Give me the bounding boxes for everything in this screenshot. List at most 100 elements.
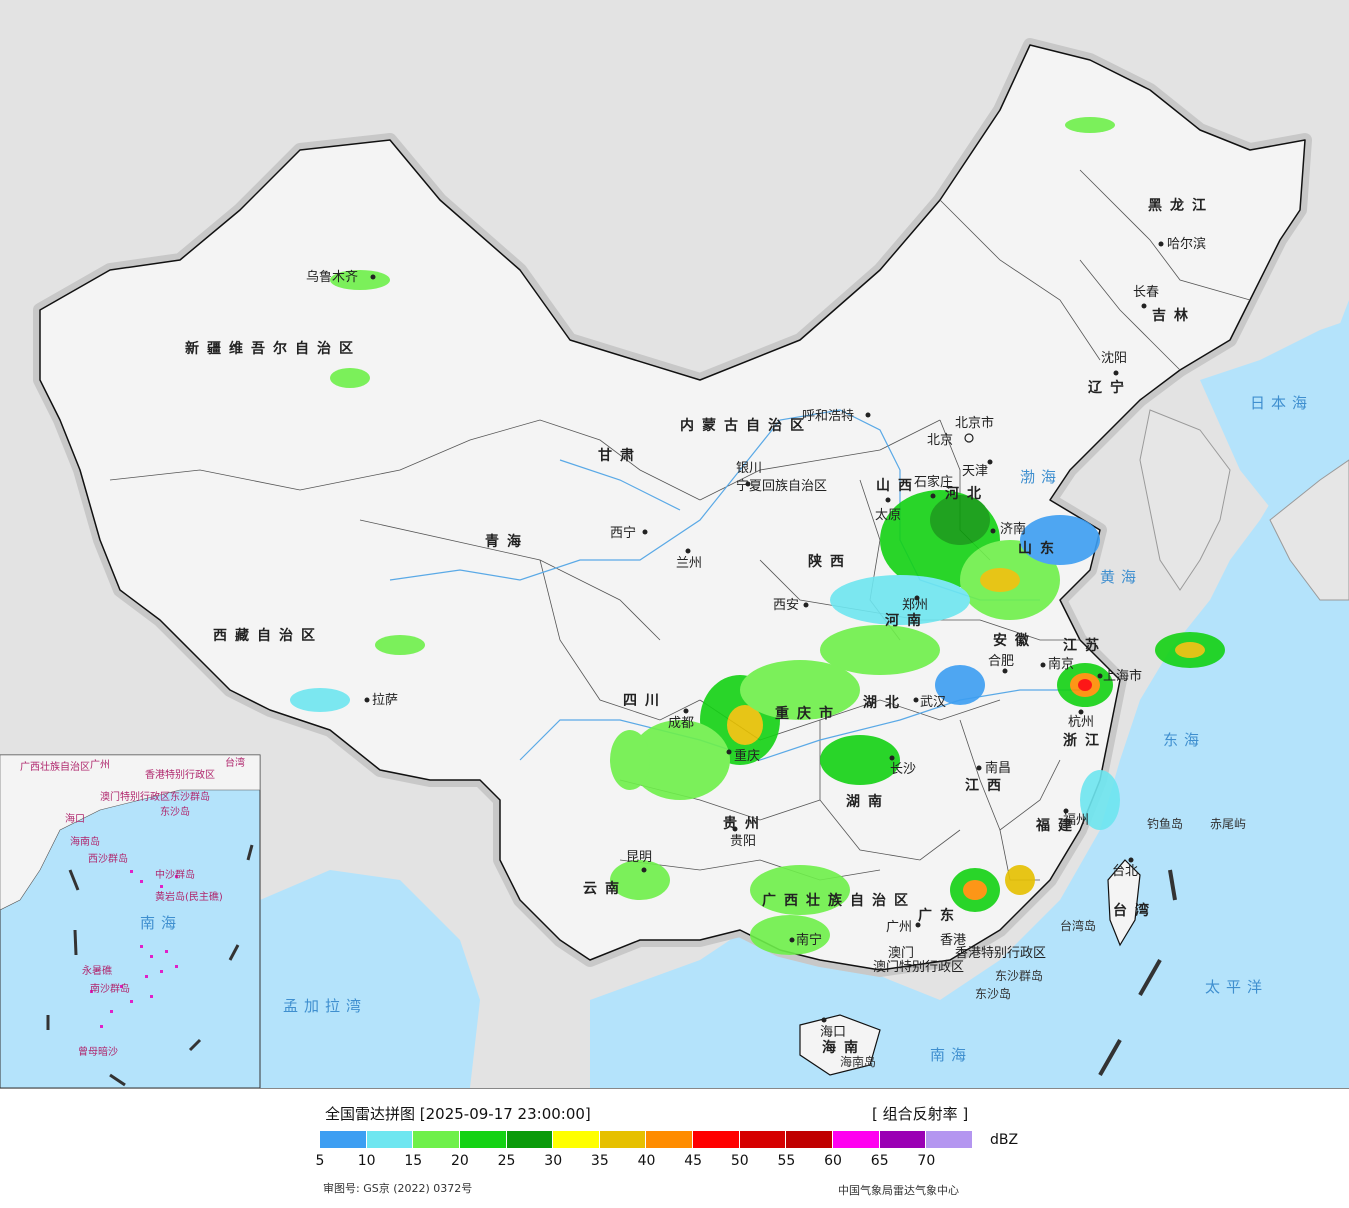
city-label: 哈尔滨 [1167,236,1206,252]
japan-land [1269,459,1349,601]
island-label: 赤尾屿 [1210,817,1246,831]
dbz-tick-row: 5 10 15 20 25 30 35 40 45 50 55 60 65 70 [316,1153,973,1171]
province-label: 四川 [623,693,667,709]
province-label: 吉林 [1152,307,1196,324]
dbz-tick-label: 45 [684,1153,703,1169]
city-label: 乌鲁木齐 [306,269,358,285]
inset-label: 永暑礁 [82,964,112,977]
map-approval-number: 审图号: GS京 (2022) 0372号 [323,1182,473,1195]
radar-map[interactable]: 新疆维吾尔自治区 西藏自治区 青海 甘肃 内蒙古自治区 黑龙江 吉林 辽宁 河北… [0,0,1349,1089]
province-label: 福建 [1035,817,1080,834]
sea-label: 太平洋 [1205,978,1268,996]
data-source: 中国气象局雷达气象中心 [838,1184,959,1197]
color-swatch [693,1131,740,1148]
city-label: 呼和浩特 [802,409,854,424]
province-label: 云南 [583,880,627,897]
city-label: 上海市 [1103,668,1142,684]
island-label: 东沙群岛 [995,968,1043,983]
island-label: 东沙岛 [975,986,1011,1001]
inset-label: 西沙群岛 [88,852,128,865]
city-label: 太原 [875,508,901,523]
inset-label: 东沙岛 [160,805,190,818]
province-label: 台湾 [1113,902,1157,919]
dbz-tick-label: 60 [824,1153,842,1169]
province-label: 湖北 [863,695,907,711]
dbz-tick-label: 20 [451,1153,469,1169]
city-markers [364,241,1164,1023]
inset-label: 香港特别行政区 [145,768,215,781]
dbz-tick-label: 15 [404,1153,423,1169]
inset-label: 南海 [140,914,182,932]
city-label: 广州 [886,920,912,935]
sea-area [590,250,1349,1088]
province-label: 江西 [965,777,1009,794]
province-label: 江苏 [1063,637,1107,654]
radar-echoes [290,117,1225,955]
province-label: 重庆市 [775,705,841,722]
province-label: 河北 [945,485,989,502]
city-label: 石家庄 [914,474,953,490]
city-label: 南京 [1048,656,1074,672]
taiwan-island [1107,859,1141,947]
color-swatch [739,1131,787,1148]
japan-sea [1200,320,1349,520]
province-label: 西藏自治区 [213,627,323,644]
dbz-tick-label: 50 [730,1153,749,1169]
dbz-tick-label: 25 [497,1153,516,1169]
province-label: 广西壮族自治区 [762,892,916,909]
dbz-tick-label: 40 [637,1153,656,1169]
color-swatch [879,1131,927,1148]
province-label: 宁夏回族自治区 [736,478,827,494]
island-labels: 钓鱼岛 赤尾屿 台湾岛 东沙群岛 东沙岛 海南岛 香港特别行政区 澳门特别行政区 [840,816,1246,1069]
dbz-tick-label: 70 [917,1153,936,1169]
province-label: 陕西 [808,553,852,570]
province-label: 青海 [485,533,529,550]
product-name: [ 组合反射率 ] [872,1105,969,1123]
province-label: 广东 [918,907,962,924]
korea-land [1139,409,1231,591]
island-label: 澳门特别行政区 [873,959,964,975]
color-swatch [413,1131,460,1148]
sea-label: 孟加拉湾 [283,997,367,1015]
province-label: 甘肃 [598,447,642,464]
province-label: 内蒙古自治区 [680,417,812,434]
city-label: 长沙 [890,762,916,777]
color-swatch [599,1131,647,1148]
island-label: 钓鱼岛 [1147,816,1183,831]
dbz-tick-label: 5 [315,1153,325,1169]
sea-label: 日本海 [1250,394,1313,412]
color-swatch [926,1131,973,1148]
sea-label: 东海 [1163,731,1205,749]
sea-label: 南海 [930,1046,972,1064]
dbz-tick-label: 65 [870,1153,889,1169]
city-label: 贵阳 [730,834,756,849]
inset-label: 中沙群岛 [155,868,195,881]
inset-label: 曾母暗沙 [78,1045,118,1058]
dbz-tick-label: 10 [357,1153,376,1169]
city-label: 杭州 [1068,715,1094,730]
city-label: 北京市 [955,415,994,431]
city-label: 拉萨 [372,693,398,708]
dbz-tick-label: 35 [590,1153,609,1169]
city-label: 合肥 [988,654,1014,669]
city-label: 银川 [736,461,762,476]
inset-label: 东沙群岛 [170,790,210,803]
color-swatch [833,1131,880,1148]
city-label: 台北 [1112,864,1138,879]
boundary-dashes [1098,869,1177,1076]
city-label: 澳门 [888,945,914,961]
city-label: 天津 [962,464,988,479]
city-label: 海口 [820,1025,846,1040]
province-label: 山东 [1018,540,1062,557]
legend-unit: dBZ [990,1132,1019,1148]
inset-label: 澳门特别行政区 [100,790,170,803]
province-label: 浙江 [1063,732,1107,749]
city-label: 北京 [927,433,953,448]
legend-title: 全国雷达拼图 [2025-09-17 23:00:00] [325,1105,591,1123]
city-label: 南宁 [796,932,822,948]
province-label: 河南 [885,612,929,629]
inset-label: 南沙群岛 [90,982,130,995]
province-labels: 新疆维吾尔自治区 西藏自治区 青海 甘肃 内蒙古自治区 黑龙江 吉林 辽宁 河北… [185,197,1206,1056]
province-label: 安徽 [993,632,1037,649]
